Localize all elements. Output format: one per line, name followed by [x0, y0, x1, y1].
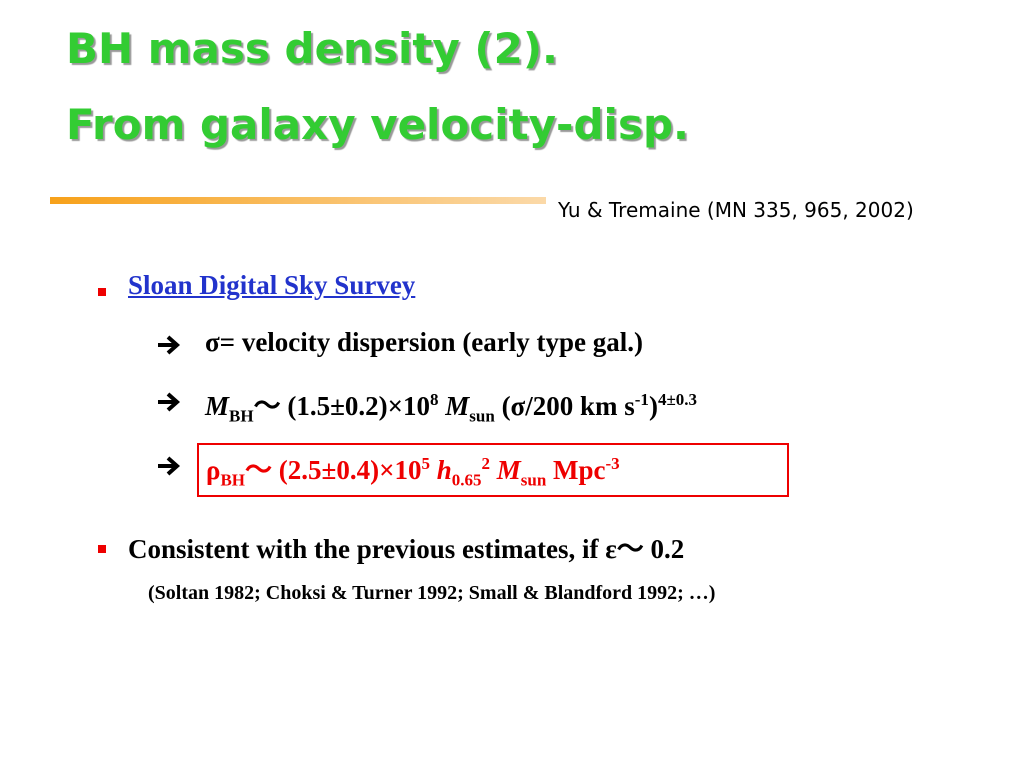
bullet-marker: [98, 545, 106, 553]
formula-part: sun: [469, 406, 495, 426]
formula-part: ): [648, 391, 658, 421]
formula: ρBH～ (2.5±0.4)×105 h0.652 Msun Mpc-3: [206, 448, 620, 490]
formula-part: M: [496, 455, 521, 485]
formula-part: sun: [520, 470, 547, 490]
formula-part: h: [436, 455, 452, 485]
formula-part: (σ/200 km s: [501, 391, 635, 421]
link[interactable]: Sloan Digital Sky Survey: [128, 270, 416, 300]
formula-part: 8: [430, 390, 439, 409]
formula-part: ρ: [206, 455, 221, 485]
formula-part: 4±0.3: [657, 390, 698, 409]
arrow: [158, 335, 181, 355]
formula-part: BH: [229, 406, 254, 426]
title-rule: [50, 197, 546, 204]
sub-item: (Soltan 1982; Choksi & Turner 1992; Smal…: [148, 582, 716, 604]
arrow: [158, 456, 181, 476]
formula: MBH～ (1.5±0.2)×108 Msun (σ/200 km s-1)4±…: [205, 384, 697, 426]
formula-part: ～ (1.5±0.2)×10: [253, 391, 431, 421]
title-line: From galaxy velocity-disp.: [66, 100, 689, 149]
reference: Yu & Tremaine (MN 335, 965, 2002): [558, 198, 914, 222]
highlight-box: [197, 443, 789, 497]
bullet: Consistent with the previous estimates, …: [128, 534, 685, 564]
formula-part: BH: [220, 470, 246, 490]
formula-part: -1: [634, 390, 649, 409]
formula-part: M: [205, 391, 230, 421]
title-line: BH mass density (2).: [66, 24, 559, 73]
formula-part: ～ (2.5±0.4)×10: [245, 455, 422, 485]
formula-part: 5: [421, 454, 430, 473]
formula-part: 2: [481, 454, 490, 473]
bullet: Sloan Digital Sky Survey: [128, 270, 415, 301]
sub-item: σ= velocity dispersion (early type gal.): [205, 327, 644, 357]
formula-part: M: [445, 391, 470, 421]
arrow: [158, 392, 181, 412]
formula-part: Mpc: [553, 455, 606, 485]
bullet-marker: [98, 288, 106, 296]
formula-part: 0.65: [451, 470, 482, 490]
formula-part: -3: [605, 454, 620, 473]
